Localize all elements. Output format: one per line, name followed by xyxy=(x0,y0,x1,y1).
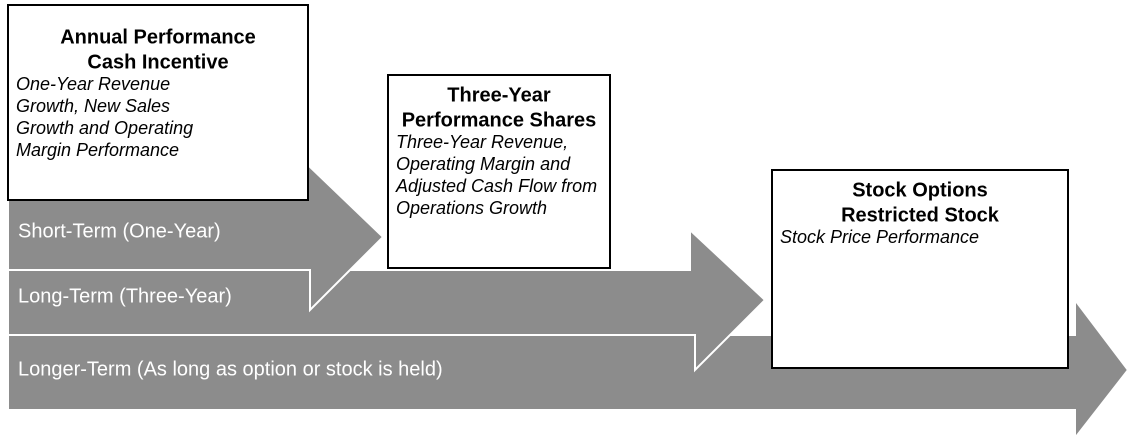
arrow-label: Short-Term (One-Year) xyxy=(18,220,221,242)
box xyxy=(387,74,611,269)
arrow-label: Longer-Term (As long as option or stock … xyxy=(18,358,443,380)
box-title: Cash Incentive xyxy=(87,51,228,73)
box-description: Adjusted Cash Flow from xyxy=(395,176,597,196)
box-description: Growth, New Sales xyxy=(16,96,170,116)
box xyxy=(7,4,309,201)
box-description: One-Year Revenue xyxy=(16,74,170,94)
box-description: Three-Year Revenue, xyxy=(396,132,568,152)
box-title: Annual Performance xyxy=(60,26,256,48)
box-description: Margin Performance xyxy=(16,140,179,160)
box-title: Stock Options xyxy=(852,179,988,201)
arrow-label: Long-Term (Three-Year) xyxy=(18,285,232,307)
arrow-longer-term xyxy=(7,297,1128,439)
box-description: Operating Margin and xyxy=(396,154,571,174)
box-description: Growth and Operating xyxy=(16,118,193,138)
box-title: Performance Shares xyxy=(402,109,597,131)
box-description: Operations Growth xyxy=(396,198,547,218)
arrow-long-term xyxy=(7,227,767,373)
box-title: Restricted Stock xyxy=(841,204,1000,226)
box-description: Stock Price Performance xyxy=(780,227,979,247)
box xyxy=(771,169,1069,369)
box-title: Three-Year xyxy=(447,84,551,106)
